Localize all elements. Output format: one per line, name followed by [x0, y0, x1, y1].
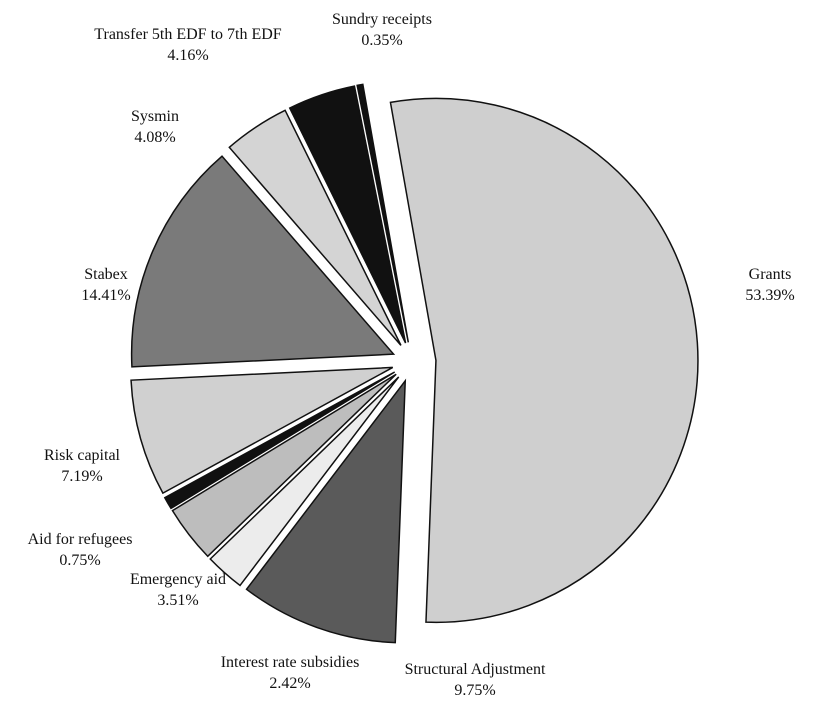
category-label: Structural Adjustment: [404, 661, 546, 678]
pie-slice: [209, 376, 400, 587]
value-label: 7.19%: [61, 468, 103, 485]
slice-label: Risk capital 7.19%: [17, 445, 147, 487]
slice-label: Sysmin 4.08%: [105, 106, 205, 148]
slice-label: Interest rate subsidies 2.42%: [190, 652, 390, 694]
pie-slice: [171, 373, 397, 558]
value-label: 3.51%: [157, 592, 199, 609]
value-label: 14.41%: [81, 287, 131, 304]
pie-slice: [228, 109, 402, 346]
value-label: 0.75%: [59, 552, 101, 569]
value-label: 4.16%: [167, 47, 209, 64]
value-label: 2.42%: [269, 675, 311, 692]
slice-label: Grants 53.39%: [725, 264, 814, 306]
value-label: 4.08%: [134, 129, 176, 146]
value-label: 53.39%: [745, 287, 795, 304]
slice-label: Aid for refugees 0.75%: [0, 529, 160, 571]
slice-label: Sundry receipts 0.35%: [302, 9, 462, 51]
category-label: Sysmin: [130, 108, 179, 125]
category-label: Grants: [748, 266, 792, 283]
pie-slice: [130, 366, 394, 495]
category-label: Risk capital: [44, 447, 120, 464]
category-label: Interest rate subsidies: [220, 654, 360, 671]
value-label: 9.75%: [454, 682, 496, 699]
category-label: Aid for refugees: [27, 531, 133, 548]
category-label: Stabex: [84, 266, 128, 283]
category-label: Emergency aid: [129, 571, 227, 588]
pie-slice: [245, 378, 407, 644]
value-label: 0.35%: [361, 32, 403, 49]
slice-label: Structural Adjustment 9.75%: [375, 659, 575, 701]
category-label: Transfer 5th EDF to 7th EDF: [94, 26, 282, 43]
slice-label: Transfer 5th EDF to 7th EDF 4.16%: [83, 24, 293, 66]
slice-label: Emergency aid 3.51%: [103, 569, 253, 611]
pie-slice: [163, 371, 396, 510]
category-label: Sundry receipts: [332, 11, 432, 28]
pie-slice: [389, 97, 699, 624]
slice-label: Stabex 14.41%: [56, 264, 156, 306]
pie-slice: [288, 85, 407, 344]
pie-slice: [356, 83, 410, 343]
pie-slice: [130, 155, 396, 368]
